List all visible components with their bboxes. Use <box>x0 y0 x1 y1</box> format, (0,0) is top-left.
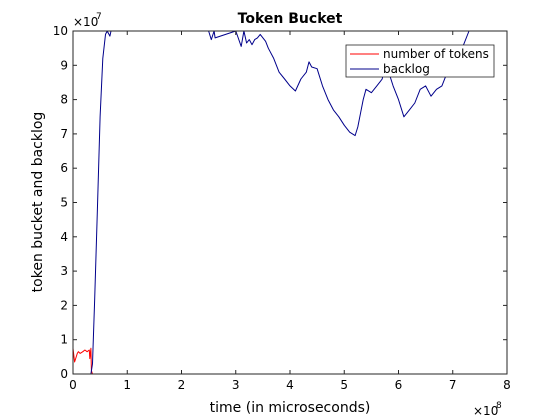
legend-label-backlog: backlog <box>383 62 430 76</box>
y-tick-label: 4 <box>60 230 68 244</box>
chart-title: Token Bucket <box>238 11 343 27</box>
y-tick-label: 2 <box>60 298 68 312</box>
y-tick-label: 5 <box>60 196 68 210</box>
x-tick-label: 5 <box>340 378 348 392</box>
x-ticks: 0 1 2 3 4 5 6 7 8 <box>69 31 511 392</box>
y-tick-label: 0 <box>60 367 68 381</box>
y-tick-label: 10 <box>53 24 68 38</box>
y-tick-label: 7 <box>60 127 68 141</box>
y-tick-label: 1 <box>60 333 68 347</box>
x-tick-label: 0 <box>69 378 77 392</box>
plot-area <box>73 31 507 374</box>
x-multiplier-exponent: 8 <box>496 401 502 411</box>
x-axis-label: time (in microseconds) <box>210 400 371 416</box>
y-axis-label: token bucket and backlog <box>30 112 46 293</box>
x-tick-label: 4 <box>286 378 294 392</box>
legend-label-number-of-tokens: number of tokens <box>383 47 489 61</box>
x-tick-label: 1 <box>123 378 131 392</box>
x-tick-label: 8 <box>503 378 511 392</box>
x-tick-label: 6 <box>395 378 403 392</box>
x-tick-label: 7 <box>449 378 457 392</box>
x-multiplier-label: ×10 <box>473 404 498 418</box>
y-tick-label: 3 <box>60 264 68 278</box>
y-tick-label: 6 <box>60 161 68 175</box>
y-multiplier-label: ×10 <box>73 15 98 29</box>
y-multiplier-exponent: 7 <box>96 12 102 22</box>
x-tick-label: 2 <box>178 378 186 392</box>
y-tick-label: 9 <box>60 58 68 72</box>
x-tick-label: 3 <box>232 378 240 392</box>
legend: number of tokens backlog <box>345 44 495 78</box>
legend-box <box>345 44 495 78</box>
y-tick-label: 8 <box>60 93 68 107</box>
y-ticks: 0 1 2 3 4 5 6 7 8 9 10 <box>53 24 507 381</box>
